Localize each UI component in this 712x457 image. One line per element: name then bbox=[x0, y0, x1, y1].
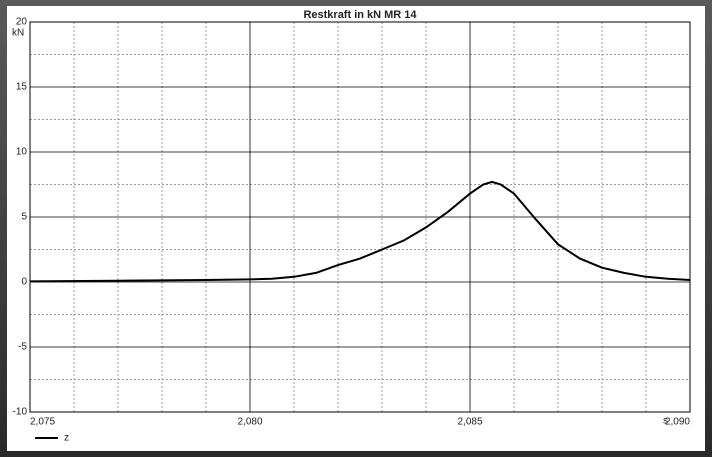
y-tick-label: 15 bbox=[16, 82, 28, 93]
chart-title: Restkraft in kN MR 14 bbox=[303, 9, 417, 21]
plot-border bbox=[29, 21, 691, 413]
panel bbox=[7, 6, 705, 451]
x-axis-label: s bbox=[663, 416, 668, 427]
x-tick-label: 2,080 bbox=[237, 417, 262, 428]
y-tick-label: 10 bbox=[16, 147, 28, 158]
x-tick-label: 2,090 bbox=[665, 417, 690, 428]
x-tick-label: 2,075 bbox=[30, 417, 55, 428]
y-tick-label: -10 bbox=[13, 407, 28, 418]
y-tick-label: 0 bbox=[21, 277, 27, 288]
y-tick-label: -5 bbox=[18, 342, 27, 353]
y-axis-label: kN bbox=[12, 28, 24, 39]
data-line bbox=[29, 180, 691, 283]
y-tick-label: 20 bbox=[16, 17, 28, 28]
x-tick-label: 2,085 bbox=[457, 417, 482, 428]
y-tick-label: 5 bbox=[21, 212, 27, 223]
legend-label: z bbox=[64, 433, 69, 444]
